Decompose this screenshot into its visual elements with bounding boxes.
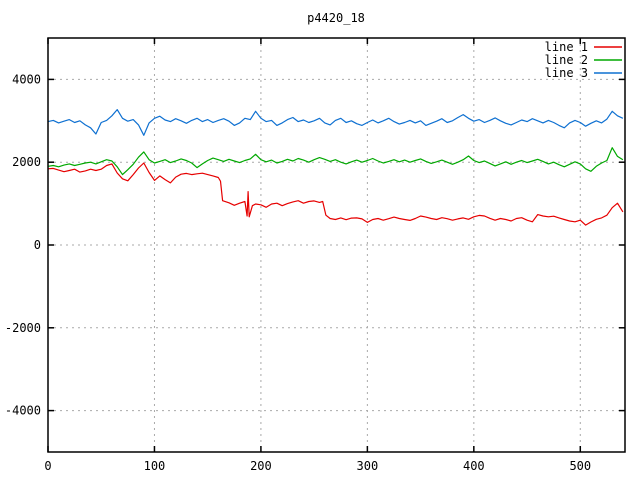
legend: line 1 line 2 line 3 <box>545 40 622 80</box>
data-series <box>47 108 624 226</box>
axis-tick-labels: 0 100 200 300 400 500 -4000 -2000 0 2000 4000 <box>5 72 591 473</box>
x-tick-label: 0 <box>44 459 51 473</box>
legend-label-line2: line 2 <box>545 53 588 67</box>
y-tick-label: -4000 <box>5 404 41 418</box>
plot-border-and-ticks <box>47 37 626 453</box>
y-tick-label: 2000 <box>12 155 41 169</box>
chart-title: p4420_18 <box>307 11 365 25</box>
y-tick-label: 0 <box>34 238 41 252</box>
x-tick-label: 400 <box>463 459 485 473</box>
x-tick-label: 100 <box>144 459 166 473</box>
legend-label-line1: line 1 <box>545 40 588 54</box>
gridlines <box>48 38 625 452</box>
x-tick-label: 200 <box>250 459 272 473</box>
y-tick-label: -2000 <box>5 321 41 335</box>
x-tick-label: 300 <box>357 459 379 473</box>
x-tick-label: 500 <box>569 459 591 473</box>
legend-label-line3: line 3 <box>545 66 588 80</box>
y-tick-label: 4000 <box>12 72 41 86</box>
